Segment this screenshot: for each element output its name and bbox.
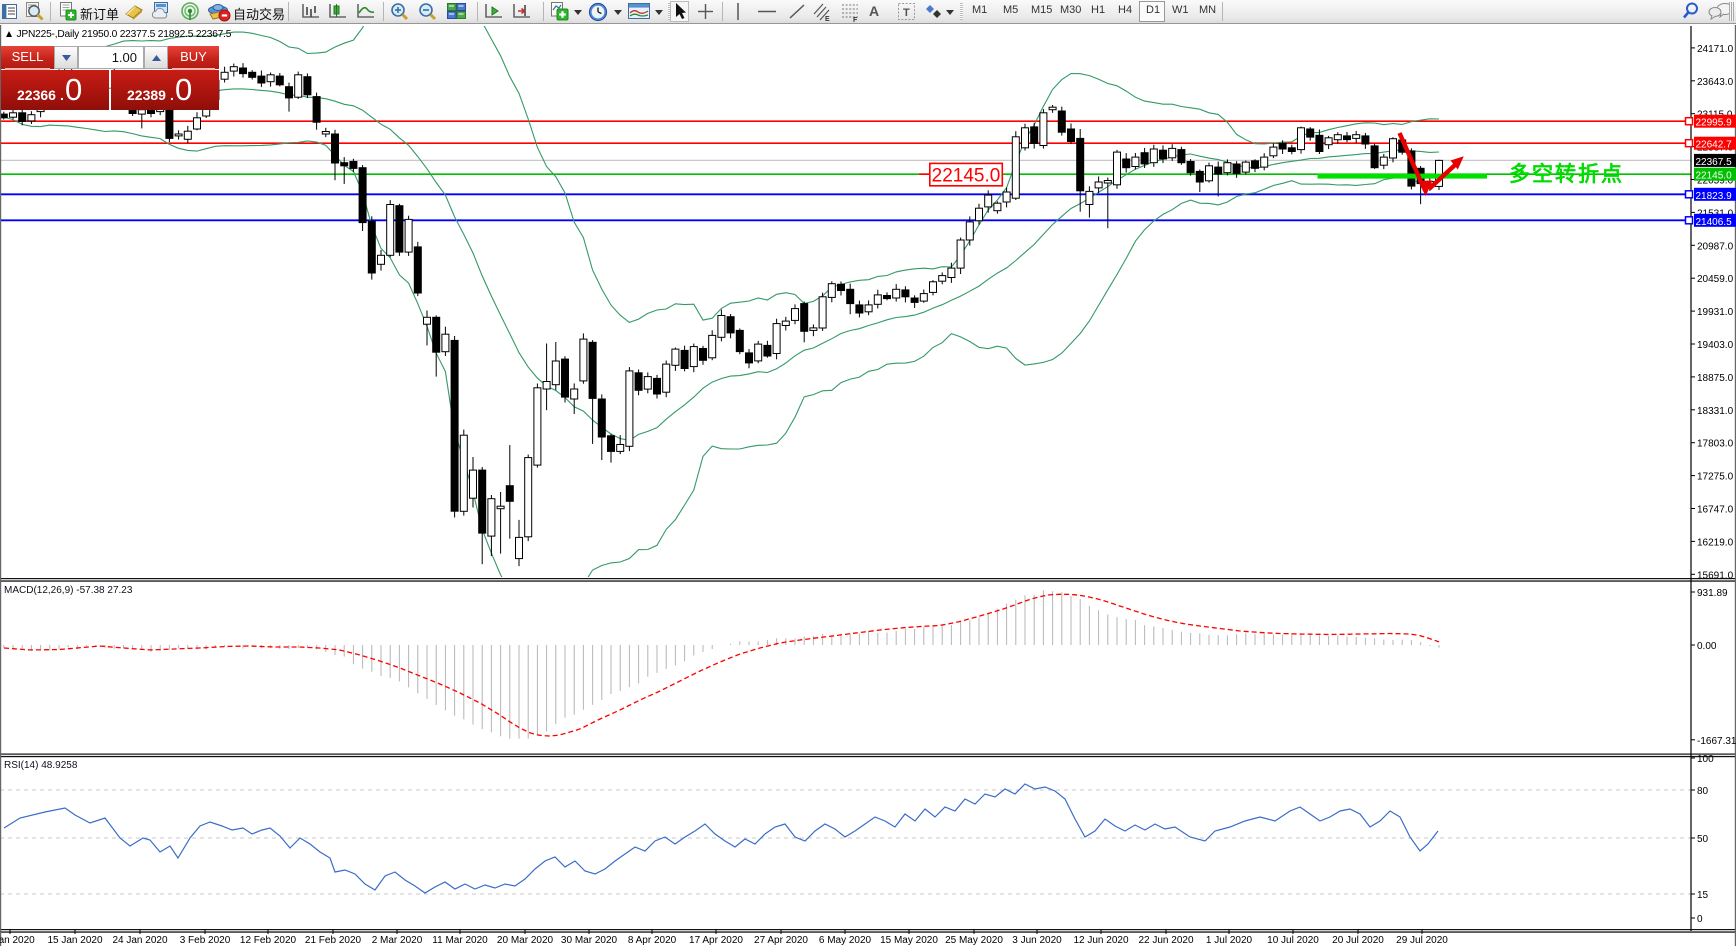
svg-text:21406.5: 21406.5 bbox=[1696, 217, 1733, 228]
svg-text:▲ JPN225-,Daily 21950.0 22377: ▲ JPN225-,Daily 21950.0 22377.5 21892.5 … bbox=[4, 29, 232, 40]
svg-text:17275.0: 17275.0 bbox=[1697, 472, 1734, 483]
svg-text:22642.7: 22642.7 bbox=[1696, 140, 1733, 151]
svg-text:20 Jul 2020: 20 Jul 2020 bbox=[1332, 935, 1384, 946]
svg-text:3 Feb 2020: 3 Feb 2020 bbox=[180, 935, 231, 946]
svg-text:20459.0: 20459.0 bbox=[1697, 274, 1734, 285]
svg-text:22059.0: 22059.0 bbox=[1697, 176, 1734, 187]
svg-text:1 Jul 2020: 1 Jul 2020 bbox=[1206, 935, 1253, 946]
svg-text:21 Feb 2020: 21 Feb 2020 bbox=[305, 935, 362, 946]
svg-text:19931.0: 19931.0 bbox=[1697, 307, 1734, 318]
svg-text:12 Feb 2020: 12 Feb 2020 bbox=[240, 935, 297, 946]
svg-text:18331.0: 18331.0 bbox=[1697, 406, 1734, 417]
svg-text:MACD(12,26,9) -57.38 27.23: MACD(12,26,9) -57.38 27.23 bbox=[4, 585, 133, 596]
svg-text:22145.0: 22145.0 bbox=[932, 166, 1001, 187]
svg-text:15: 15 bbox=[1697, 890, 1709, 901]
svg-text:16219.0: 16219.0 bbox=[1697, 537, 1734, 548]
svg-text:0.00: 0.00 bbox=[1697, 641, 1717, 652]
svg-text:17 Apr 2020: 17 Apr 2020 bbox=[689, 935, 743, 946]
svg-text:50: 50 bbox=[1697, 834, 1709, 845]
svg-text:100: 100 bbox=[1697, 754, 1714, 765]
svg-text:3 Jun 2020: 3 Jun 2020 bbox=[1012, 935, 1062, 946]
svg-text:27 Apr 2020: 27 Apr 2020 bbox=[754, 935, 808, 946]
svg-text:15 May 2020: 15 May 2020 bbox=[880, 935, 938, 946]
svg-text:-1667.31: -1667.31 bbox=[1697, 736, 1736, 747]
svg-text:29 Jul 2020: 29 Jul 2020 bbox=[1396, 935, 1448, 946]
svg-text:24171.0: 24171.0 bbox=[1697, 44, 1734, 55]
svg-text:80: 80 bbox=[1697, 786, 1709, 797]
svg-text:11 Mar 2020: 11 Mar 2020 bbox=[432, 935, 488, 946]
svg-text:931.89: 931.89 bbox=[1697, 588, 1728, 599]
svg-text:22 Jun 2020: 22 Jun 2020 bbox=[1138, 935, 1193, 946]
svg-text:22145.0: 22145.0 bbox=[1696, 171, 1733, 182]
svg-text:8 Apr 2020: 8 Apr 2020 bbox=[628, 935, 677, 946]
svg-text:16747.0: 16747.0 bbox=[1697, 505, 1734, 516]
svg-text:21823.9: 21823.9 bbox=[1696, 191, 1733, 202]
svg-text:24 Jan 2020: 24 Jan 2020 bbox=[112, 935, 167, 946]
svg-text:15691.0: 15691.0 bbox=[1697, 570, 1734, 581]
svg-text:22995.9: 22995.9 bbox=[1696, 118, 1733, 129]
svg-text:18875.0: 18875.0 bbox=[1697, 373, 1734, 384]
svg-text:6 May 2020: 6 May 2020 bbox=[819, 935, 872, 946]
svg-text:RSI(14) 48.9258: RSI(14) 48.9258 bbox=[4, 760, 78, 771]
svg-text:15 Jan 2020: 15 Jan 2020 bbox=[47, 935, 102, 946]
svg-text:0: 0 bbox=[1697, 914, 1703, 925]
svg-text:17803.0: 17803.0 bbox=[1697, 439, 1734, 450]
svg-text:6 Jan 2020: 6 Jan 2020 bbox=[0, 935, 35, 946]
svg-text:20987.0: 20987.0 bbox=[1697, 241, 1734, 252]
svg-text:30 Mar 2020: 30 Mar 2020 bbox=[561, 935, 618, 946]
svg-text:19403.0: 19403.0 bbox=[1697, 340, 1734, 351]
svg-text:T: T bbox=[903, 7, 910, 19]
svg-text:12 Jun 2020: 12 Jun 2020 bbox=[1073, 935, 1128, 946]
svg-text:20 Mar 2020: 20 Mar 2020 bbox=[497, 935, 554, 946]
svg-text:23643.0: 23643.0 bbox=[1697, 77, 1734, 88]
svg-text:2 Mar 2020: 2 Mar 2020 bbox=[372, 935, 423, 946]
svg-text:25 May 2020: 25 May 2020 bbox=[945, 935, 1003, 946]
svg-text:F: F bbox=[853, 17, 858, 22]
svg-text:E: E bbox=[825, 16, 830, 22]
svg-text:多空转折点: 多空转折点 bbox=[1509, 162, 1624, 186]
svg-text:10 Jul 2020: 10 Jul 2020 bbox=[1267, 935, 1319, 946]
svg-text:22367.5: 22367.5 bbox=[1696, 157, 1733, 168]
